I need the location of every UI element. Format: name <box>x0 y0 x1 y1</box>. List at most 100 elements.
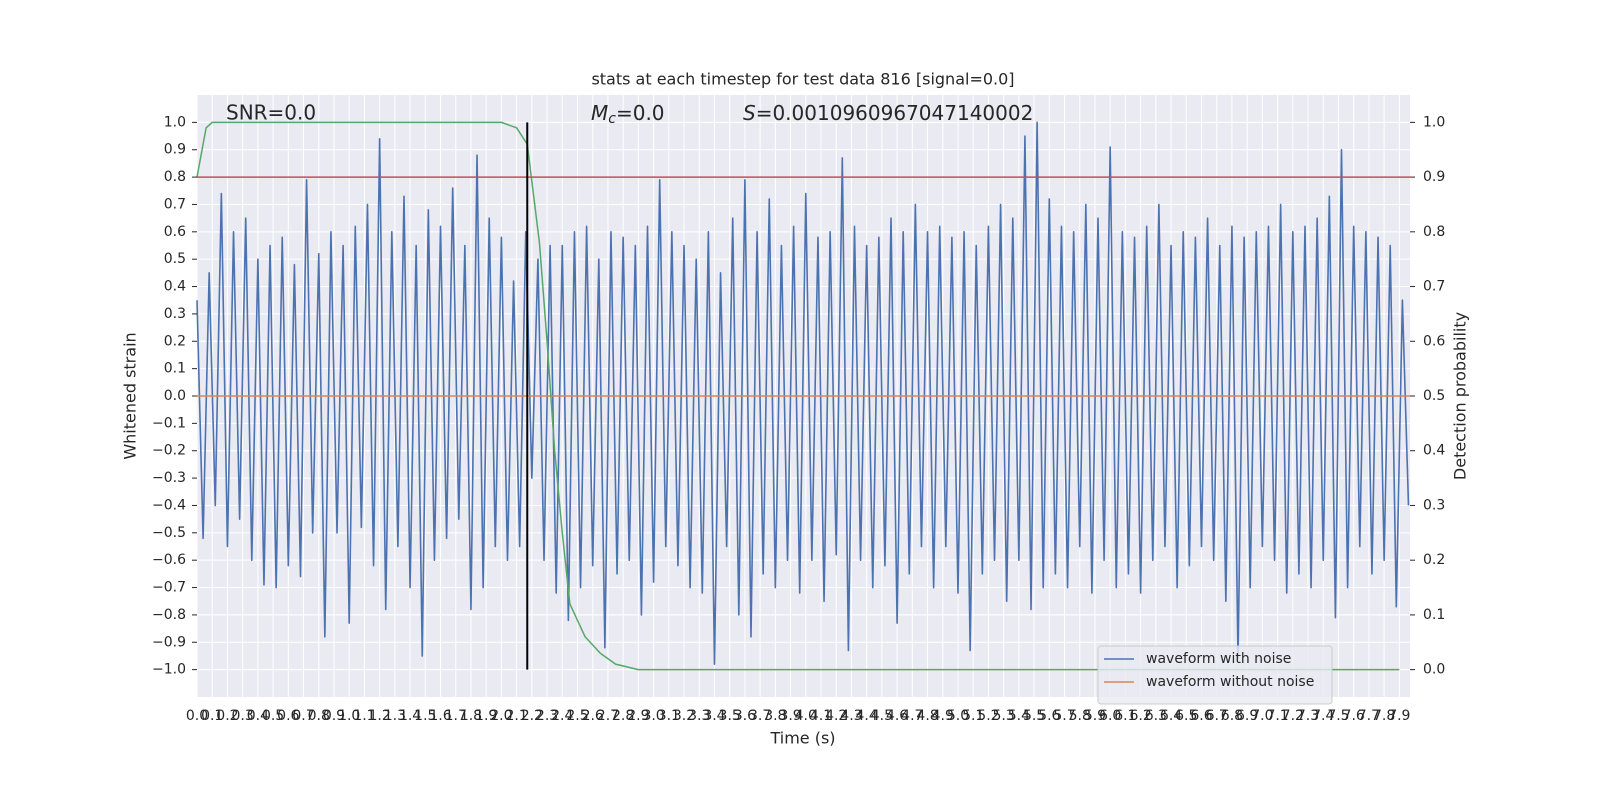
y-tick-label: −0.1 <box>152 415 186 431</box>
x-tick-label: 7.2 <box>1282 708 1304 724</box>
y-tick-label: −0.4 <box>152 497 186 513</box>
x-tick-label: 7.0 <box>1251 708 1273 724</box>
x-tick-label: 0.6 <box>277 708 299 724</box>
x-tick-label: 3.3 <box>688 708 710 724</box>
y-tick-label: 0.0 <box>164 388 186 404</box>
x-tick-label: 7.8 <box>1373 708 1395 724</box>
x-tick-label: 6.1 <box>1114 708 1136 724</box>
x-tick-label: 3.2 <box>673 708 695 724</box>
annotation: S=0.0010960967047140002 <box>743 101 1033 125</box>
x-tick-label: 2.9 <box>627 708 649 724</box>
x-tick-label: 4.9 <box>932 708 954 724</box>
y2-tick-label: 0.3 <box>1423 497 1445 513</box>
x-tick-label: 3.1 <box>658 708 680 724</box>
y-tick-label: 1.0 <box>164 114 186 130</box>
x-tick-label: 7.3 <box>1297 708 1319 724</box>
x-tick-label: 5.6 <box>1038 708 1060 724</box>
x-tick-label: 6.8 <box>1221 708 1243 724</box>
y-tick-label: −0.3 <box>152 470 186 486</box>
x-tick-label: 1.2 <box>369 708 391 724</box>
x-tick-label: 0.0 <box>186 708 208 724</box>
y-tick-label: 0.5 <box>164 251 186 267</box>
y-tick-label: 0.2 <box>164 333 186 349</box>
x-tick-label: 1.4 <box>399 708 421 724</box>
x-tick-label: 3.0 <box>642 708 664 724</box>
x-tick-label: 2.6 <box>582 708 604 724</box>
y-tick-label: −1.0 <box>152 662 186 678</box>
y2-tick-label: 0.9 <box>1423 169 1445 185</box>
x-tick-label: 1.8 <box>460 708 482 724</box>
y-tick-label: −0.6 <box>152 552 186 568</box>
y2-tick-label: 0.0 <box>1423 662 1445 678</box>
chart-title: stats at each timestep for test data 816… <box>591 70 1014 89</box>
x-tick-label: 2.0 <box>490 708 512 724</box>
y2-tick-label: 1.0 <box>1423 114 1445 130</box>
x-tick-label: 5.2 <box>977 708 999 724</box>
x-tick-label: 5.0 <box>947 708 969 724</box>
x-tick-label: 7.7 <box>1358 708 1380 724</box>
y-tick-label: 0.3 <box>164 306 186 322</box>
x-tick-label: 6.0 <box>1099 708 1121 724</box>
y-tick-label: −0.5 <box>152 525 186 541</box>
y-tick-label: 0.1 <box>164 361 186 377</box>
x-tick-label: 4.1 <box>810 708 832 724</box>
x-tick-label: 1.3 <box>384 708 406 724</box>
y2-tick-label: 0.5 <box>1423 388 1445 404</box>
x-tick-label: 6.5 <box>1175 708 1197 724</box>
x-tick-label: 4.3 <box>840 708 862 724</box>
x-tick-label: 4.6 <box>886 708 908 724</box>
x-tick-label: 3.8 <box>764 708 786 724</box>
y-axis-label: Whitened strain <box>121 332 140 459</box>
y2-tick-label: 0.6 <box>1423 333 1445 349</box>
y2-axis-label: Detection probability <box>1451 312 1470 480</box>
x-tick-label: 6.7 <box>1206 708 1228 724</box>
y-tick-label: −0.8 <box>152 607 186 623</box>
x-tick-label: 2.5 <box>566 708 588 724</box>
x-tick-label: 7.5 <box>1327 708 1349 724</box>
y-tick-label: 0.7 <box>164 196 186 212</box>
x-tick-label: 3.4 <box>703 708 725 724</box>
y-tick-label: −0.7 <box>152 580 186 596</box>
labels: 0.00.10.20.30.40.50.60.70.80.91.01.11.21… <box>152 114 1445 724</box>
x-tick-label: 6.9 <box>1236 708 1258 724</box>
y-tick-label: 0.8 <box>164 169 186 185</box>
x-tick-label: 7.6 <box>1343 708 1365 724</box>
y-tick-label: 0.6 <box>164 224 186 240</box>
x-tick-label: 7.1 <box>1266 708 1288 724</box>
series-line <box>196 121 1400 671</box>
x-tick-label: 4.5 <box>871 708 893 724</box>
x-tick-label: 1.1 <box>353 708 375 724</box>
x-tick-label: 2.4 <box>551 708 573 724</box>
legend-box <box>1097 645 1333 705</box>
x-tick-label: 6.6 <box>1190 708 1212 724</box>
annotation-value: =0.0010960967047140002 <box>756 101 1034 125</box>
x-tick-label: 5.3 <box>993 708 1015 724</box>
x-tick-label: 0.9 <box>323 708 345 724</box>
legend: waveform with noise waveform without nois… <box>1097 645 1333 705</box>
annotation: SNR=0.0 <box>226 101 316 125</box>
x-tick-label: 4.0 <box>795 708 817 724</box>
x-tick-label: 6.4 <box>1160 708 1182 724</box>
x-tick-label: 1.6 <box>429 708 451 724</box>
legend-label: waveform without noise <box>1146 674 1314 690</box>
x-tick-label: 5.8 <box>1069 708 1091 724</box>
x-tick-label: 0.1 <box>201 708 223 724</box>
x-tick-label: 5.4 <box>1008 708 1030 724</box>
y2-tick-label: 0.2 <box>1423 552 1445 568</box>
x-tick-label: 1.9 <box>475 708 497 724</box>
y-tick-label: −0.9 <box>152 634 186 650</box>
x-tick-label: 4.4 <box>856 708 878 724</box>
x-tick-label: 3.5 <box>719 708 741 724</box>
annotation-symbol: M <box>591 101 608 125</box>
x-tick-label: 0.3 <box>232 708 254 724</box>
y2-tick-label: 0.1 <box>1423 607 1445 623</box>
x-tick-label: 3.7 <box>749 708 771 724</box>
annotation: Mc=0.0 <box>591 101 665 128</box>
y2-tick-label: 0.8 <box>1423 224 1445 240</box>
y2-tick-label: 0.4 <box>1423 443 1445 459</box>
x-tick-label: 5.7 <box>1053 708 1075 724</box>
x-tick-label: 6.2 <box>1129 708 1151 724</box>
x-tick-label: 2.7 <box>597 708 619 724</box>
x-tick-label: 2.1 <box>505 708 527 724</box>
